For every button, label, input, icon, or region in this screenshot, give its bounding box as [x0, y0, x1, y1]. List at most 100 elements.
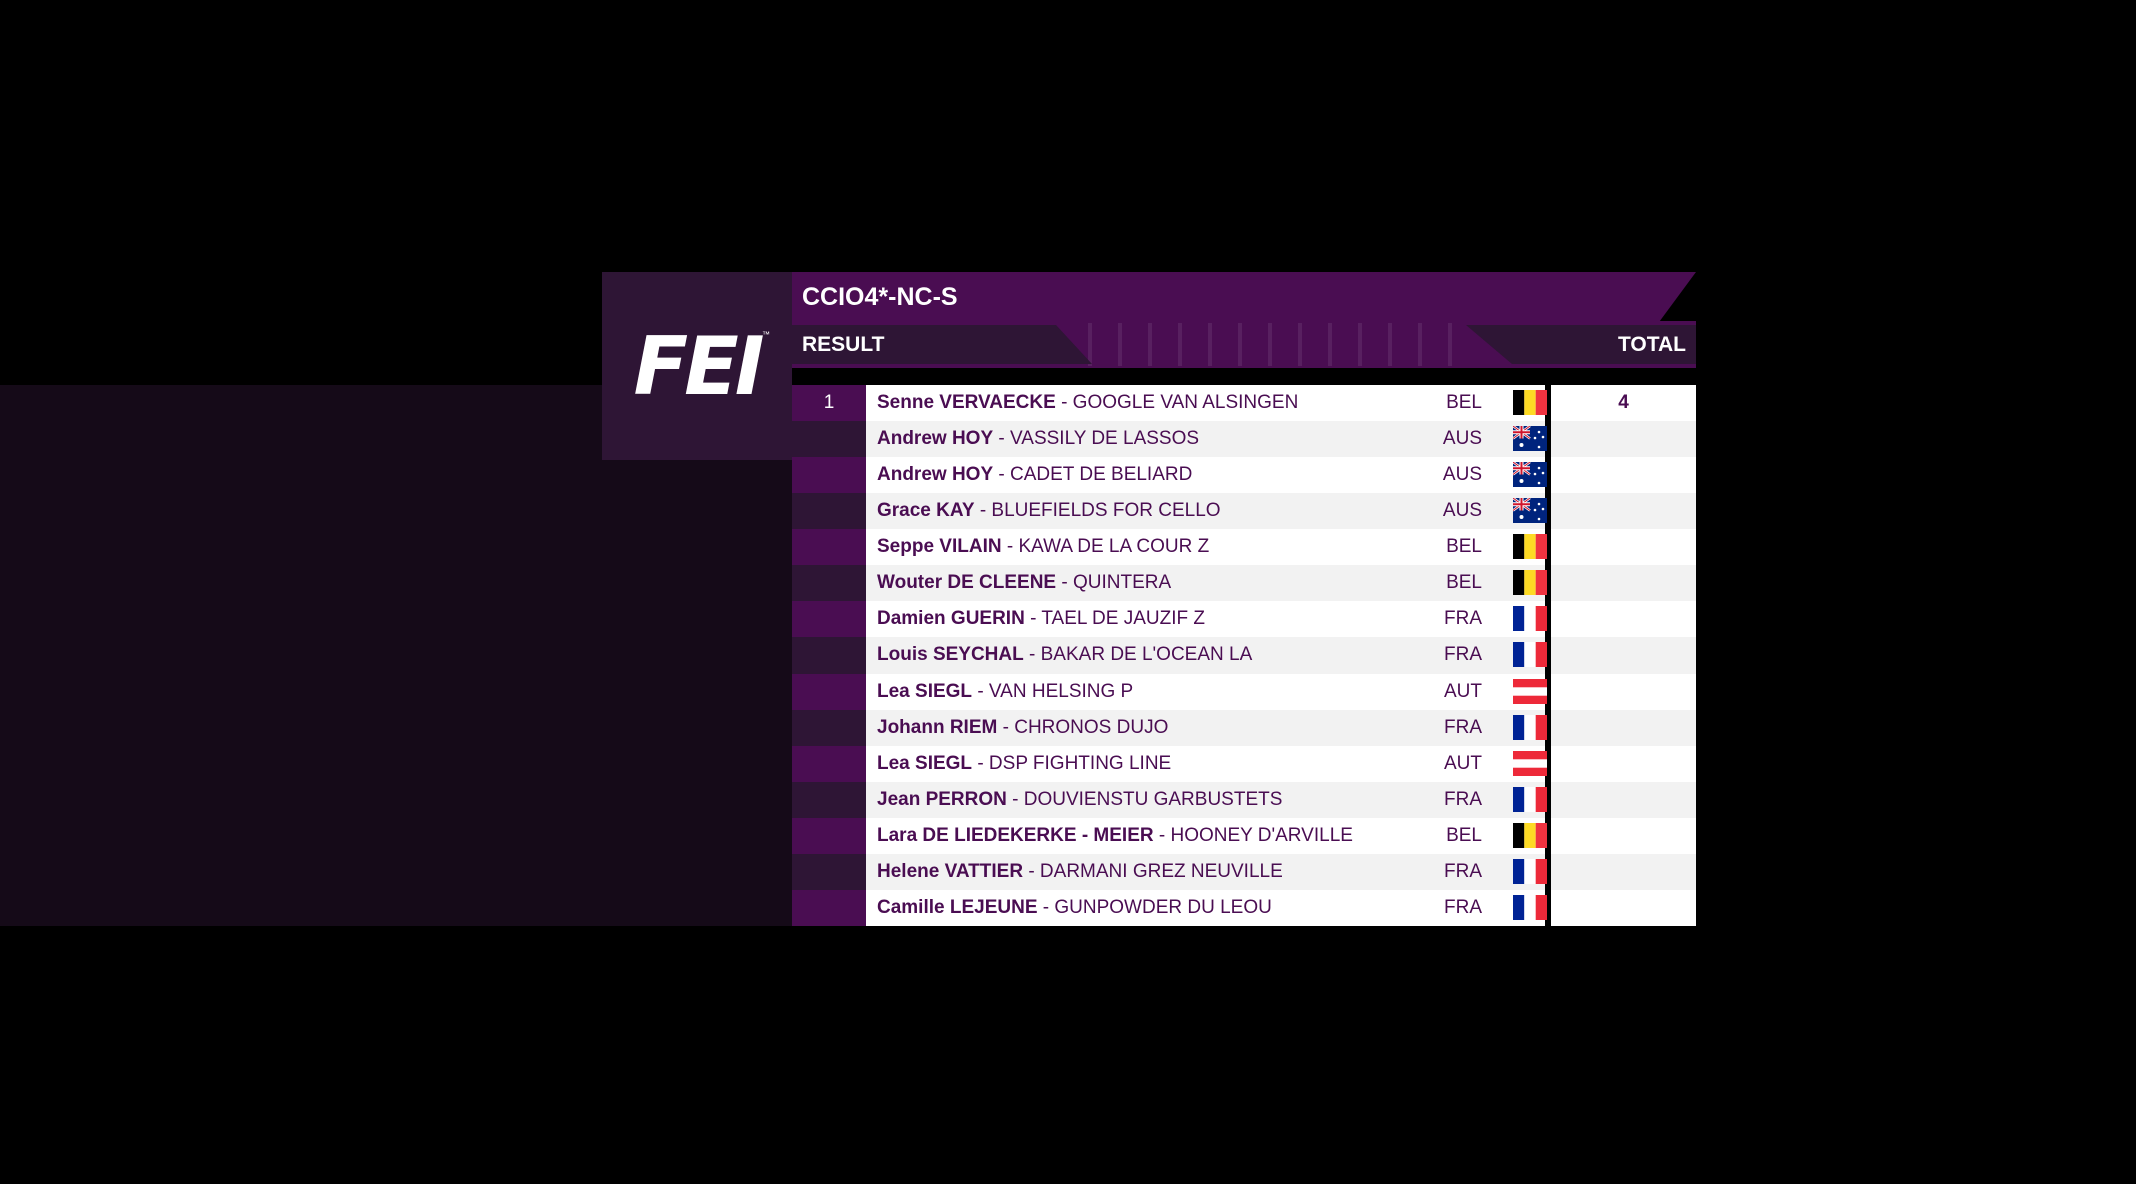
column-divider	[1545, 565, 1551, 602]
rank-cell	[792, 457, 866, 494]
column-divider	[1545, 385, 1551, 422]
column-divider	[1545, 889, 1551, 926]
total-cell	[1551, 853, 1696, 890]
belgium-flag-icon	[1513, 534, 1547, 560]
entry-cell: Senne VERVAECKE - GOOGLE VAN ALSINGEN BE…	[866, 385, 1547, 422]
rider-name: Louis SEYCHAL	[877, 644, 1024, 666]
column-divider	[1545, 421, 1551, 458]
nation-code: AUT	[1444, 752, 1482, 774]
column-divider	[1545, 745, 1551, 782]
total-cell	[1551, 601, 1696, 638]
rider-name: Camille LEJEUNE	[877, 896, 1038, 918]
horse-name: - QUINTERA	[1061, 572, 1172, 594]
total-label-bg	[1466, 325, 1696, 364]
rider-name: Lea SIEGL	[877, 752, 973, 774]
column-divider	[1545, 673, 1551, 710]
table-row: Lea SIEGL - VAN HELSING P AUT	[792, 673, 1696, 710]
rider-name: Seppe VILAIN	[877, 536, 1002, 558]
table-row: Damien GUERIN - TAEL DE JAUZIF Z FRA	[792, 601, 1696, 638]
title-bar: CCIO4*-NC-S	[792, 272, 1696, 321]
rank-cell	[792, 889, 866, 926]
total-cell	[1551, 889, 1696, 926]
logo-trademark: ™	[762, 330, 770, 339]
entry-cell: Louis SEYCHAL - BAKAR DE L'OCEAN LA FRA	[866, 637, 1547, 674]
event-title: CCIO4*-NC-S	[802, 283, 958, 311]
belgium-flag-icon	[1513, 822, 1547, 848]
rank-cell	[792, 709, 866, 746]
rider-name: Helene VATTIER	[877, 860, 1024, 882]
table-row: Lara DE LIEDEKERKE - MEIER - HOONEY D'AR…	[792, 817, 1696, 854]
entry-name: Andrew HOY - CADET DE BELIARD	[877, 464, 1192, 486]
total-cell	[1551, 493, 1696, 530]
horse-name: - GOOGLE VAN ALSINGEN	[1061, 392, 1299, 414]
table-row: Camille LEJEUNE - GUNPOWDER DU LEOU FRA	[792, 889, 1696, 926]
nation-code: BEL	[1446, 392, 1482, 414]
france-flag-icon	[1513, 858, 1547, 884]
rider-name: Grace KAY	[877, 500, 975, 522]
table-row: Andrew HOY - VASSILY DE LASSOS AUS	[792, 421, 1696, 458]
horse-name: - BLUEFIELDS FOR CELLO	[979, 500, 1221, 522]
table-row: Seppe VILAIN - KAWA DE LA COUR Z BEL	[792, 529, 1696, 566]
rider-name: Andrew HOY	[877, 464, 994, 486]
entry-name: Lea SIEGL - VAN HELSING P	[877, 681, 1133, 703]
entry-name: Lea SIEGL - DSP FIGHTING LINE	[877, 753, 1171, 775]
column-divider	[1545, 853, 1551, 890]
rider-name: Lara DE LIEDEKERKE - MEIER	[877, 824, 1154, 846]
austria-flag-icon	[1513, 750, 1547, 776]
decorative-pattern	[1062, 323, 1462, 366]
nation-code: AUS	[1442, 428, 1482, 450]
horse-name: - GUNPOWDER DU LEOU	[1042, 896, 1272, 918]
entry-cell: Johann RIEM - CHRONOS DUJO FRA	[866, 709, 1547, 746]
entry-cell: Wouter DE CLEENE - QUINTERA BEL	[866, 565, 1547, 602]
column-divider	[1545, 529, 1551, 566]
entry-name: Helene VATTIER - DARMANI GREZ NEUVILLE	[877, 861, 1283, 883]
entry-name: Jean PERRON - DOUVIENSTU GARBUSTETS	[877, 789, 1282, 811]
total-cell	[1551, 529, 1696, 566]
nation-code: FRA	[1444, 896, 1482, 918]
column-divider	[1545, 457, 1551, 494]
horse-name: - DOUVIENSTU GARBUSTETS	[1012, 788, 1283, 810]
total-cell	[1551, 637, 1696, 674]
france-flag-icon	[1513, 894, 1547, 920]
total-cell	[1551, 421, 1696, 458]
table-row: Helene VATTIER - DARMANI GREZ NEUVILLE F…	[792, 853, 1696, 890]
rank-cell	[792, 673, 866, 710]
rider-name: Johann RIEM	[877, 716, 998, 738]
total-cell	[1551, 673, 1696, 710]
total-label: TOTAL	[1617, 333, 1686, 356]
entry-name: Lara DE LIEDEKERKE - MEIER - HOONEY D'AR…	[877, 825, 1353, 847]
france-flag-icon	[1513, 642, 1547, 668]
logo-text: FEI	[633, 319, 764, 413]
entry-cell: Damien GUERIN - TAEL DE JAUZIF Z FRA	[866, 601, 1547, 638]
total-cell	[1551, 817, 1696, 854]
rider-name: Senne VERVAECKE	[877, 392, 1056, 414]
australia-flag-icon	[1513, 498, 1547, 524]
entry-name: Senne VERVAECKE - GOOGLE VAN ALSINGEN	[877, 392, 1298, 414]
rank-cell	[792, 745, 866, 782]
horse-name: - CADET DE BELIARD	[998, 464, 1193, 486]
nation-code: FRA	[1444, 644, 1482, 666]
entry-cell: Helene VATTIER - DARMANI GREZ NEUVILLE F…	[866, 853, 1547, 890]
entry-name: Seppe VILAIN - KAWA DE LA COUR Z	[877, 536, 1209, 558]
nation-code: FRA	[1444, 608, 1482, 630]
rank-cell	[792, 601, 866, 638]
nation-code: BEL	[1446, 536, 1482, 558]
total-cell	[1551, 457, 1696, 494]
france-flag-icon	[1513, 606, 1547, 632]
rank-cell	[792, 493, 866, 530]
table-row: Jean PERRON - DOUVIENSTU GARBUSTETS FRA	[792, 781, 1696, 818]
belgium-flag-icon	[1513, 390, 1547, 415]
table-row: Johann RIEM - CHRONOS DUJO FRA	[792, 709, 1696, 746]
table-row: Louis SEYCHAL - BAKAR DE L'OCEAN LA FRA	[792, 637, 1696, 674]
entry-cell: Seppe VILAIN - KAWA DE LA COUR Z BEL	[866, 529, 1547, 566]
total-cell	[1551, 565, 1696, 602]
entry-name: Wouter DE CLEENE - QUINTERA	[877, 572, 1171, 594]
france-flag-icon	[1513, 714, 1547, 740]
horse-name: - CHRONOS DUJO	[1002, 716, 1169, 738]
rank-cell	[792, 781, 866, 818]
horse-name: - TAEL DE JAUZIF Z	[1030, 608, 1205, 630]
column-divider	[1545, 781, 1551, 818]
column-divider	[1545, 601, 1551, 638]
nation-code: AUS	[1442, 500, 1482, 522]
column-divider	[1545, 637, 1551, 674]
